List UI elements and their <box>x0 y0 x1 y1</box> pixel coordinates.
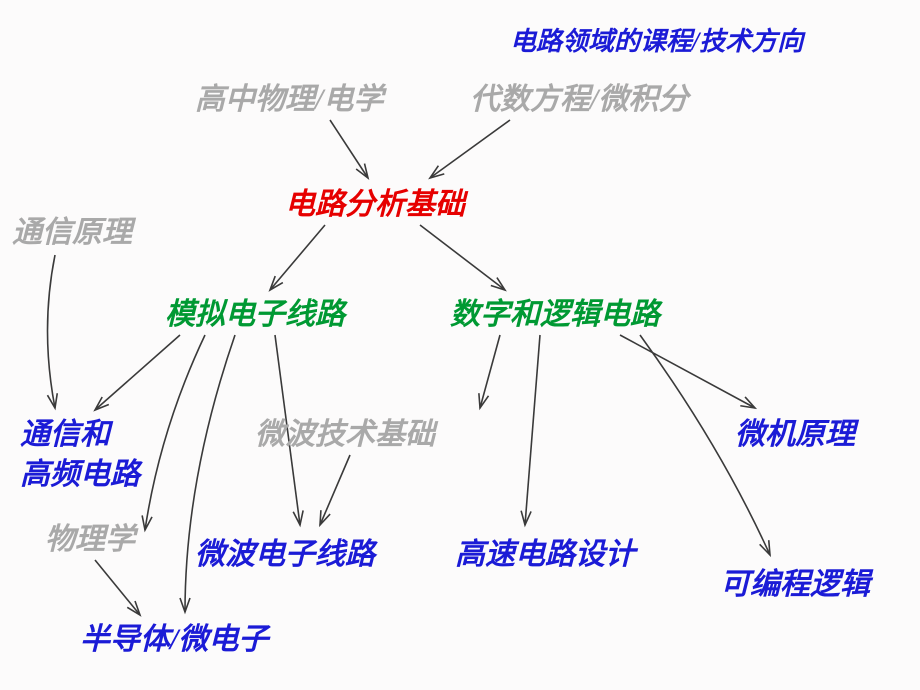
diagram-title: 电路领域的课程/技术方向 <box>510 24 803 59</box>
node-comm-hf-line2: 高频电路 <box>20 455 140 496</box>
node-semicond: 半导体/微电子 <box>80 620 268 661</box>
node-algebra: 代数方程/微积分 <box>470 80 688 121</box>
node-digital: 数字和逻辑电路 <box>450 295 660 336</box>
node-mw-circuit: 微波电子线路 <box>195 535 375 576</box>
node-pld: 可编程逻辑 <box>720 565 870 606</box>
node-comm-theory: 通信原理 <box>12 213 132 254</box>
node-hs-physics: 高中物理/电学 <box>195 80 383 121</box>
node-circuit-basis: 电路分析基础 <box>285 185 465 226</box>
node-microwave-basis: 微波技术基础 <box>255 415 435 456</box>
node-analog: 模拟电子线路 <box>165 295 345 336</box>
node-hs-circuit: 高速电路设计 <box>455 535 635 576</box>
node-comm-hf-line1: 通信和 <box>20 415 110 456</box>
node-mcu: 微机原理 <box>735 415 855 456</box>
diagram-stage: 电路领域的课程/技术方向 高中物理/电学 代数方程/微积分 电路分析基础 通信原… <box>0 0 920 690</box>
node-physics: 物理学 <box>45 520 135 561</box>
